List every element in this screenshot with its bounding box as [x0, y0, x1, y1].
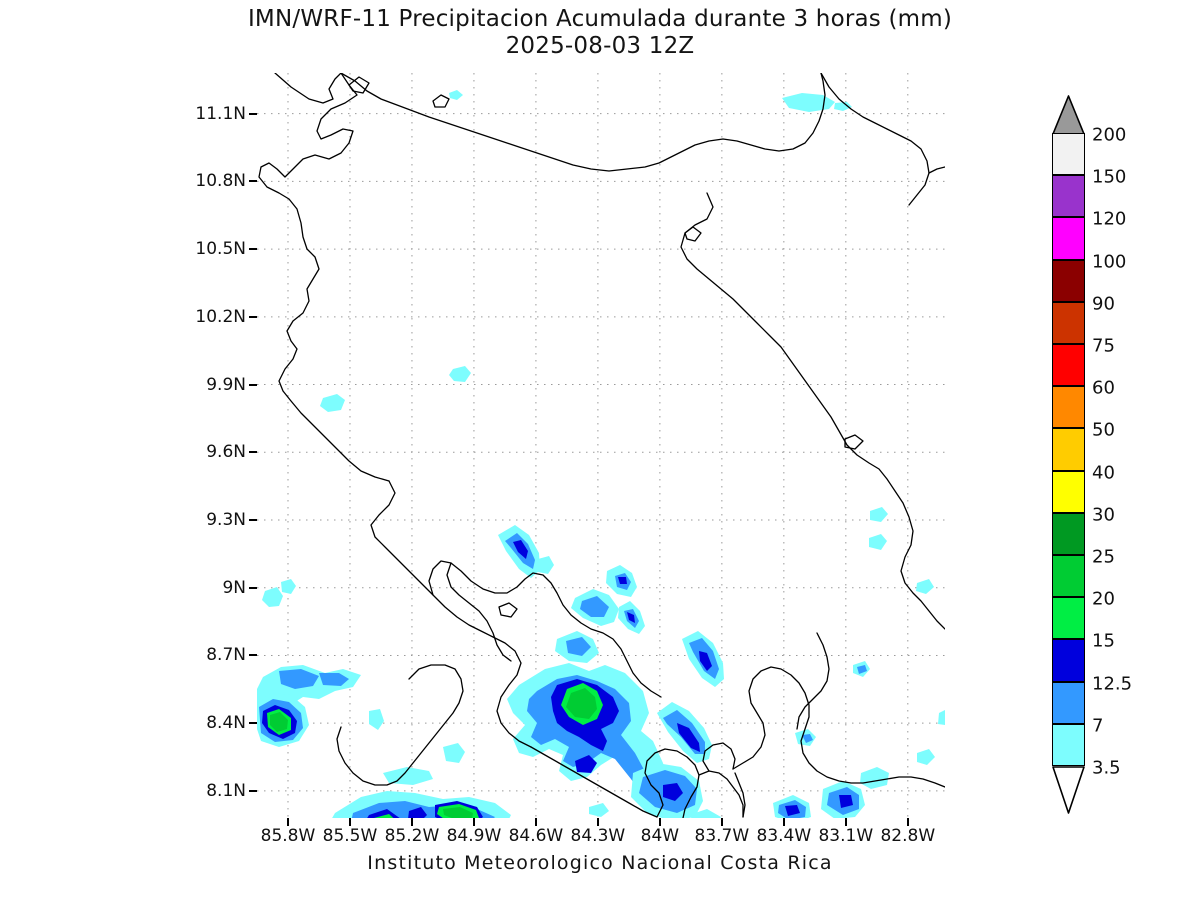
colorbar-segment: [1052, 301, 1085, 344]
colorbar-segment: [1052, 259, 1085, 302]
colorbar-segment: [1052, 217, 1085, 260]
x-tick-label: 85.2W: [384, 826, 440, 846]
x-tick-mark: [596, 818, 599, 826]
colorbar-tick-label: 20: [1092, 588, 1115, 610]
x-axis-labels: 85.8W 85.5W 85.2W 84.9W 84.6W 84.3W 84W 83.7W 83…: [0, 818, 1200, 848]
colorbar-tick-label: 150: [1092, 166, 1127, 188]
y-axis-labels: 8.1N 8.4N 8.7N 9N 9.3N 9.6N 9.9N 10.2N 10.5N 10.8…: [0, 73, 1200, 818]
colorbar-tick-label: 40: [1092, 462, 1115, 484]
map-plot-area: [257, 73, 945, 818]
x-tick-mark: [348, 818, 351, 826]
y-tick-label: 8.1N: [206, 780, 246, 801]
x-tick-label: 83.4W: [756, 826, 812, 846]
x-tick-label: 83.7W: [694, 826, 750, 846]
x-tick-label: 85.8W: [260, 826, 316, 846]
x-tick-mark: [844, 818, 847, 826]
x-tick-mark: [286, 818, 289, 826]
colorbar-segment: [1052, 386, 1085, 429]
y-tick-label: 10.2N: [195, 306, 246, 327]
colorbar-tick-label: 25: [1092, 546, 1115, 568]
x-tick-label: 84.3W: [570, 826, 626, 846]
colorbar-segment: [1052, 175, 1085, 218]
y-tick-mark: [249, 315, 257, 318]
y-tick-mark: [249, 519, 257, 521]
y-tick-mark: [249, 112, 257, 115]
colorbar-segment: [1052, 344, 1085, 387]
precipitation-contours: [257, 90, 945, 818]
chart-title-block: IMN/WRF-11 Precipitacion Acumulada duran…: [0, 6, 1200, 60]
x-tick-mark: [472, 818, 475, 826]
chart-title-line2: 2025-08-03 12Z: [505, 33, 695, 59]
y-tick-mark: [249, 586, 257, 589]
colorbar-segment: [1052, 555, 1085, 598]
colorbar-tick-label: 12.5: [1092, 673, 1133, 695]
colorbar-segment: [1052, 133, 1085, 176]
colorbar: 200 150 120 100 90 75 60 50 40 30 25 20 15 12.5 7 3.5: [1052, 95, 1200, 825]
colorbar-segment: [1052, 597, 1085, 640]
colorbar-tick-label: 120: [1092, 208, 1127, 230]
x-tick-mark: [782, 818, 785, 826]
y-tick-label: 9.9N: [206, 374, 246, 395]
y-tick-mark: [249, 654, 257, 657]
colorbar-tick-label: 200: [1092, 124, 1127, 146]
x-tick-label: 83.1W: [818, 826, 874, 846]
y-tick-label: 10.8N: [195, 171, 246, 192]
colorbar-tick-label: 30: [1092, 504, 1115, 526]
y-tick-label: 9N: [222, 577, 246, 598]
y-tick-mark: [249, 722, 257, 725]
colorbar-segment: [1052, 639, 1085, 682]
x-tick-label: 84.9W: [446, 826, 502, 846]
colorbar-segment: [1052, 470, 1085, 513]
y-tick-label: 9.3N: [206, 510, 246, 530]
x-tick-mark: [906, 818, 909, 826]
y-tick-label: 8.7N: [206, 645, 246, 666]
colorbar-tick-label: 15: [1092, 630, 1115, 652]
x-tick-label: 82.8W: [880, 826, 936, 846]
colorbar-segment: [1052, 723, 1085, 766]
y-tick-label: 11.1N: [195, 103, 246, 124]
colorbar-tick-label: 90: [1092, 293, 1115, 315]
figure-footer: Instituto Meteorologico Nacional Costa R…: [367, 852, 833, 874]
y-tick-mark: [249, 180, 257, 183]
y-tick-label: 9.6N: [206, 442, 246, 463]
y-tick-mark: [249, 248, 257, 251]
colorbar-tick-label: 100: [1092, 251, 1127, 273]
y-tick-label: 10.5N: [195, 239, 246, 260]
y-tick-mark: [249, 789, 257, 792]
colorbar-under-arrow: [1052, 766, 1085, 818]
colorbar-segment: [1052, 512, 1085, 555]
colorbar-tick-label: 50: [1092, 419, 1115, 441]
x-tick-mark: [658, 818, 661, 826]
y-tick-mark: [249, 451, 257, 454]
x-tick-mark: [410, 818, 413, 826]
y-tick-label: 8.4N: [206, 713, 246, 734]
map-canvas: [257, 73, 945, 818]
colorbar-segment: [1052, 428, 1085, 471]
x-tick-mark: [720, 818, 723, 826]
x-tick-label: 85.5W: [322, 826, 378, 846]
colorbar-tick-label: 75: [1092, 335, 1115, 357]
x-tick-label: 84.6W: [508, 826, 564, 846]
colorbar-tick-label: 60: [1092, 377, 1115, 399]
colorbar-segment: [1052, 681, 1085, 724]
colorbar-tick-label: 3.5: [1092, 757, 1121, 779]
x-tick-mark: [534, 818, 537, 826]
x-tick-label: 84W: [640, 826, 680, 846]
coastline-borders: [258, 73, 945, 818]
y-tick-mark: [249, 383, 257, 386]
colorbar-tick-label: 7: [1092, 715, 1104, 737]
chart-title-line1: IMN/WRF-11 Precipitacion Acumulada duran…: [247, 6, 953, 32]
